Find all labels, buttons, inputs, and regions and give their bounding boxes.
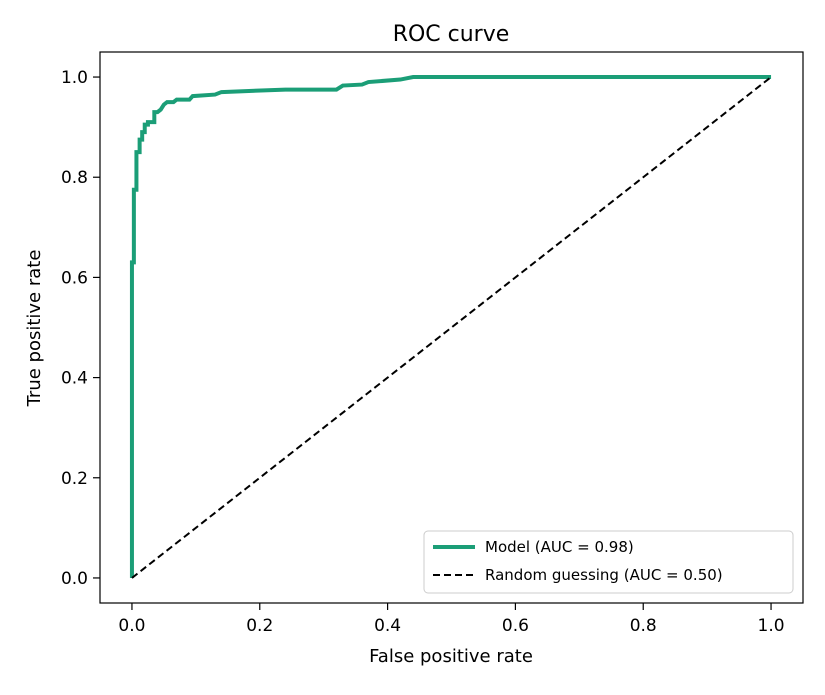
plot-frame (99, 51, 804, 604)
x-tick-label: 0.8 (630, 616, 657, 636)
x-tick-label: 1.0 (758, 616, 785, 636)
chart-title: ROC curve (393, 22, 510, 47)
y-tick-label: 0.4 (61, 369, 88, 389)
x-tick-label: 0.0 (118, 616, 145, 636)
x-tick-label: 0.2 (246, 616, 273, 636)
series-line-random-guessing (131, 76, 772, 579)
x-axis-label: False positive rate (369, 646, 533, 667)
y-axis-label: True positive rate (24, 250, 45, 408)
plot-layer (129, 75, 772, 579)
x-tick-label: 0.4 (374, 616, 401, 636)
series-line-model (129, 75, 772, 578)
y-tick-label: 0.0 (61, 569, 88, 589)
axes-layer: 0.0 0.2 0.4 0.6 0.8 1.0 0.0 0.2 0.4 0.6 0.8 1.0 (61, 51, 804, 636)
y-tick-label: 1.0 (61, 68, 88, 88)
y-tick-label: 0.8 (61, 168, 88, 188)
y-tick-label: 0.2 (61, 469, 88, 489)
legend: Model (AUC = 0.98) Random guessing (AUC =… (423, 530, 794, 594)
legend-label-random-guessing: Random guessing (AUC = 0.50) (485, 566, 723, 584)
legend-box (423, 530, 794, 594)
x-tick-label: 0.6 (502, 616, 529, 636)
y-tick-label: 0.6 (61, 268, 88, 288)
legend-label-model: Model (AUC = 0.98) (485, 538, 634, 556)
